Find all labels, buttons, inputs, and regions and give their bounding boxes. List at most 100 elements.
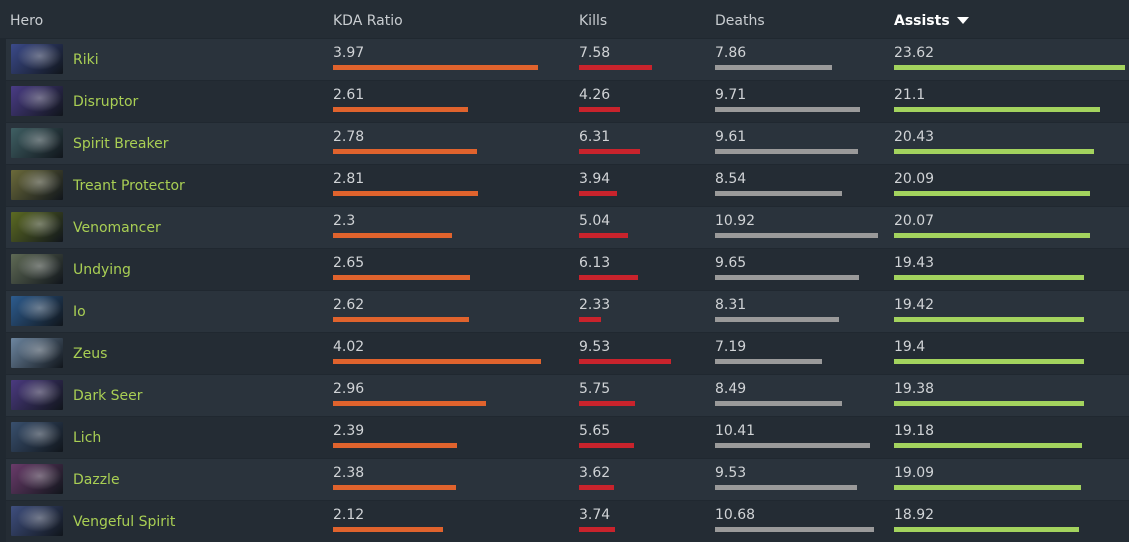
table-row[interactable]: Treant Protector 2.81 3.94 8.54 20.09: [6, 165, 1129, 206]
assists-value: 20.07: [894, 213, 935, 229]
table-row[interactable]: Disruptor 2.61 4.26 9.71 21.1: [6, 81, 1129, 122]
kda-value: 4.02: [333, 339, 365, 355]
kda-bar: [333, 191, 478, 196]
hero-portrait-icon[interactable]: [11, 296, 63, 326]
kda-value: 2.38: [333, 465, 365, 481]
assists-value: 19.09: [894, 465, 935, 481]
kda-value: 2.39: [333, 423, 365, 439]
deaths-bar: [715, 275, 859, 280]
table-row[interactable]: Lich 2.39 5.65 10.41 19.18: [6, 417, 1129, 458]
hero-name-link[interactable]: Dark Seer: [73, 388, 143, 404]
deaths-value: 7.19: [715, 339, 747, 355]
table-row[interactable]: Zeus 4.02 9.53 7.19 19.4: [6, 333, 1129, 374]
column-header-kda-ratio[interactable]: KDA Ratio: [333, 13, 403, 29]
assists-bar: [894, 443, 1082, 448]
column-header-assists[interactable]: Assists: [894, 13, 950, 29]
kills-value: 4.26: [579, 87, 611, 103]
kda-value: 2.3: [333, 213, 356, 229]
assists-value: 19.4: [894, 339, 926, 355]
kda-bar: [333, 401, 486, 406]
assists-value: 19.42: [894, 297, 935, 313]
hero-portrait-icon[interactable]: [11, 254, 63, 284]
kda-value: 2.65: [333, 255, 365, 271]
hero-name-link[interactable]: Venomancer: [73, 220, 161, 236]
kills-bar: [579, 233, 628, 238]
table-row[interactable]: Undying 2.65 6.13 9.65 19.43: [6, 249, 1129, 290]
kda-bar: [333, 485, 456, 490]
kills-bar: [579, 149, 640, 154]
hero-portrait-icon[interactable]: [11, 170, 63, 200]
table-header: Hero KDA Ratio Kills Deaths Assists: [0, 0, 1129, 38]
deaths-bar: [715, 317, 839, 322]
deaths-bar: [715, 401, 842, 406]
kills-value: 3.62: [579, 465, 611, 481]
deaths-bar: [715, 149, 858, 154]
assists-value: 23.62: [894, 45, 935, 61]
hero-portrait-icon[interactable]: [11, 44, 63, 74]
kda-bar: [333, 443, 457, 448]
kda-value: 2.12: [333, 507, 365, 523]
kda-value: 2.96: [333, 381, 365, 397]
hero-name-link[interactable]: Vengeful Spirit: [73, 514, 176, 530]
deaths-value: 10.92: [715, 213, 756, 229]
assists-value: 18.92: [894, 507, 935, 523]
kda-bar: [333, 359, 541, 364]
kills-value: 2.33: [579, 297, 611, 313]
table-row[interactable]: Spirit Breaker 2.78 6.31 9.61 20.43: [6, 123, 1129, 164]
hero-portrait-icon[interactable]: [11, 422, 63, 452]
kda-bar: [333, 149, 477, 154]
hero-name-link[interactable]: Dazzle: [73, 472, 120, 488]
hero-portrait-icon[interactable]: [11, 464, 63, 494]
kills-bar: [579, 107, 620, 112]
kda-value: 2.81: [333, 171, 365, 187]
kills-bar: [579, 191, 617, 196]
column-header-hero[interactable]: Hero: [10, 13, 44, 29]
deaths-bar: [715, 527, 874, 532]
table-row[interactable]: Dazzle 2.38 3.62 9.53 19.09: [6, 459, 1129, 500]
kills-value: 6.31: [579, 129, 611, 145]
hero-portrait-icon[interactable]: [11, 338, 63, 368]
table-row[interactable]: Riki 3.97 7.58 7.86 23.62: [6, 39, 1129, 80]
kda-value: 2.62: [333, 297, 365, 313]
hero-portrait-icon[interactable]: [11, 212, 63, 242]
table-row[interactable]: Vengeful Spirit 2.12 3.74 10.68 18.92: [6, 501, 1129, 542]
hero-portrait-icon[interactable]: [11, 380, 63, 410]
hero-portrait-icon[interactable]: [11, 128, 63, 158]
kills-bar: [579, 275, 638, 280]
deaths-bar: [715, 443, 870, 448]
kda-bar: [333, 275, 470, 280]
caret-down-icon[interactable]: [957, 17, 969, 24]
deaths-value: 8.49: [715, 381, 747, 397]
hero-name-link[interactable]: Io: [73, 304, 86, 320]
assists-value: 19.43: [894, 255, 935, 271]
deaths-value: 8.54: [715, 171, 747, 187]
kills-bar: [579, 443, 634, 448]
assists-bar: [894, 191, 1090, 196]
hero-name-link[interactable]: Treant Protector: [73, 178, 185, 194]
hero-name-link[interactable]: Disruptor: [73, 94, 139, 110]
column-header-kills[interactable]: Kills: [579, 13, 608, 29]
hero-name-link[interactable]: Lich: [73, 430, 102, 446]
hero-name-link[interactable]: Zeus: [73, 346, 108, 362]
kda-bar: [333, 107, 468, 112]
assists-bar: [894, 65, 1125, 70]
deaths-value: 8.31: [715, 297, 747, 313]
table-row[interactable]: Dark Seer 2.96 5.75 8.49 19.38: [6, 375, 1129, 416]
table-row[interactable]: Venomancer 2.3 5.04 10.92 20.07: [6, 207, 1129, 248]
deaths-value: 7.86: [715, 45, 747, 61]
deaths-value: 10.41: [715, 423, 756, 439]
hero-name-link[interactable]: Riki: [73, 52, 99, 68]
table-row[interactable]: Io 2.62 2.33 8.31 19.42: [6, 291, 1129, 332]
hero-name-link[interactable]: Spirit Breaker: [73, 136, 169, 152]
hero-portrait-icon[interactable]: [11, 86, 63, 116]
kills-bar: [579, 65, 652, 70]
kills-value: 5.65: [579, 423, 611, 439]
hero-name-link[interactable]: Undying: [73, 262, 131, 278]
kills-value: 6.13: [579, 255, 611, 271]
column-header-deaths[interactable]: Deaths: [715, 13, 765, 29]
assists-bar: [894, 107, 1100, 112]
hero-portrait-icon[interactable]: [11, 506, 63, 536]
assists-value: 20.43: [894, 129, 935, 145]
assists-bar: [894, 275, 1084, 280]
